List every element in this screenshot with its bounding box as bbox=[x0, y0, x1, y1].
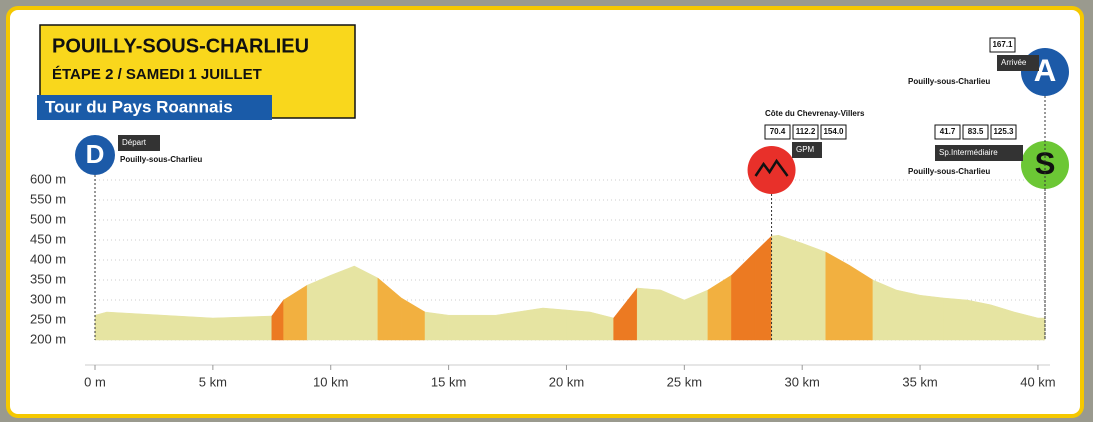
profile-segment bbox=[896, 290, 920, 340]
passage-km: 112.2 bbox=[796, 127, 816, 136]
y-tick-label: 500 m bbox=[30, 211, 66, 226]
profile-segment bbox=[543, 308, 567, 340]
profile-segment bbox=[755, 236, 772, 340]
passage-km: 83.5 bbox=[968, 127, 984, 136]
profile-segment bbox=[331, 266, 355, 340]
y-tick-label: 400 m bbox=[30, 251, 66, 266]
marker-name: Côte du Chevrenay-Villers bbox=[765, 109, 865, 118]
profile-segment bbox=[449, 315, 496, 340]
y-tick-label: 600 m bbox=[30, 171, 66, 186]
y-tick-label: 350 m bbox=[30, 271, 66, 286]
y-tick-label: 300 m bbox=[30, 291, 66, 306]
marker-label: Sp.Intermédiaire bbox=[939, 148, 998, 157]
marker-place: Pouilly-sous-Charlieu bbox=[120, 155, 202, 164]
marker-letter: D bbox=[86, 139, 105, 169]
x-tick-label: 35 km bbox=[902, 374, 937, 389]
profile-segment bbox=[944, 298, 968, 340]
y-tick-label: 450 m bbox=[30, 231, 66, 246]
profile-segment bbox=[637, 288, 661, 340]
y-tick-label: 200 m bbox=[30, 331, 66, 346]
x-tick-label: 5 km bbox=[199, 374, 227, 389]
page: {"header": {"title": "POUILLY-SOUS-CHARL… bbox=[0, 0, 1093, 422]
profile-segment bbox=[213, 316, 272, 340]
profile-segment bbox=[802, 243, 826, 340]
profile-segment bbox=[826, 252, 850, 340]
x-tick-label: 30 km bbox=[784, 374, 819, 389]
profile-segment bbox=[772, 235, 779, 340]
passage-km: 154.0 bbox=[823, 127, 844, 136]
profile-segment bbox=[566, 310, 590, 340]
profile-segment bbox=[95, 312, 107, 340]
y-tick-label: 550 m bbox=[30, 191, 66, 206]
marker-place: Pouilly-sous-Charlieu bbox=[908, 167, 990, 176]
profile-segment bbox=[873, 280, 897, 340]
x-tick-label: 25 km bbox=[667, 374, 702, 389]
x-tick-label: 20 km bbox=[549, 374, 584, 389]
profile-segment bbox=[779, 235, 803, 340]
x-tick-label: 10 km bbox=[313, 374, 348, 389]
marker-letter: S bbox=[1035, 146, 1056, 181]
marker-label: Arrivée bbox=[1001, 58, 1027, 67]
profile-segment bbox=[920, 295, 944, 340]
title: POUILLY-SOUS-CHARLIEU bbox=[52, 35, 309, 57]
x-tick-label: 0 m bbox=[84, 374, 106, 389]
passage-km: 70.4 bbox=[770, 127, 786, 136]
subtitle: ÉTAPE 2 / SAMEDI 1 JUILLET bbox=[52, 66, 262, 83]
race-name: Tour du Pays Roannais bbox=[45, 97, 233, 116]
profile-segment bbox=[425, 312, 449, 340]
profile-segment bbox=[142, 314, 213, 340]
passage-km: 41.7 bbox=[940, 127, 956, 136]
passage-km: 125.3 bbox=[993, 127, 1014, 136]
profile-segment bbox=[307, 275, 331, 340]
marker-label: GPM bbox=[796, 145, 815, 154]
profile-segment bbox=[967, 300, 991, 340]
profile-segment bbox=[107, 312, 142, 340]
y-tick-label: 250 m bbox=[30, 311, 66, 326]
marker-place: Pouilly-sous-Charlieu bbox=[908, 77, 990, 86]
profile-segment bbox=[1038, 318, 1045, 340]
passage-km: 167.1 bbox=[992, 40, 1013, 49]
x-tick-label: 40 km bbox=[1020, 374, 1055, 389]
x-tick-label: 15 km bbox=[431, 374, 466, 389]
profile-segment bbox=[354, 266, 378, 340]
chart: POUILLY-SOUS-CHARLIEU ÉTAPE 2 / SAMEDI 1… bbox=[0, 0, 1093, 422]
marker-label: Départ bbox=[122, 138, 147, 147]
